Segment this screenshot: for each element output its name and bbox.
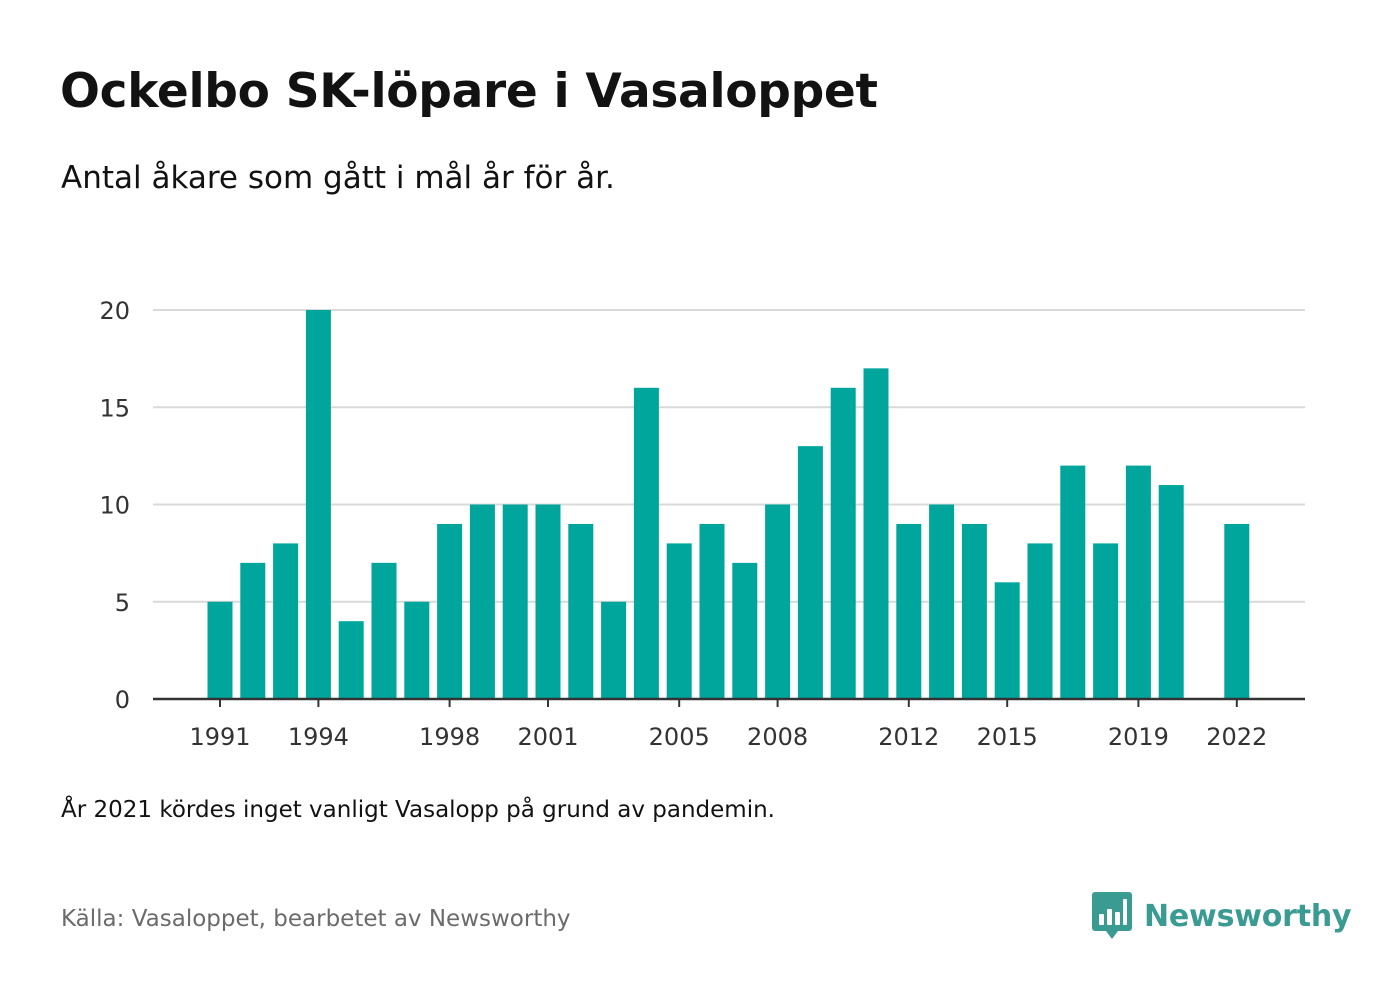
source-text: Källa: Vasaloppet, bearbetet av Newswort… [61,906,571,932]
bar-2018 [1093,543,1119,699]
footnote: År 2021 kördes inget vanligt Vasalopp på… [61,797,775,823]
bar-2012 [896,523,922,699]
bar-2022 [1224,523,1250,699]
bars [207,310,1250,699]
bar-2016 [1027,543,1053,699]
newsworthy-logo-text: Newsworthy [1144,898,1352,934]
bar-2017 [1060,465,1086,699]
bar-2006 [699,523,725,699]
bar-1998 [437,523,463,699]
x-tick-label: 1991 [189,723,250,751]
y-tick-label: 0 [115,686,130,714]
bar-1995 [338,621,364,699]
bar-1994 [305,310,331,699]
bar-2007 [732,562,758,699]
bar-2020 [1158,485,1184,699]
y-tick-label: 10 [99,492,130,520]
x-tick-label: 2015 [977,723,1038,751]
x-tick-label: 2022 [1206,723,1267,751]
x-tick-label: 1994 [288,723,349,751]
y-tick-label: 15 [99,394,130,422]
y-tick-label: 5 [115,589,130,617]
x-tick-label: 1998 [419,723,480,751]
bar-2000 [502,504,528,699]
bar-2019 [1125,465,1151,699]
bar-chart: 0 5 10 15 20 1991 1994 1998 2001 2005 2008 2012 201… [99,297,1305,751]
bar-2008 [765,504,791,699]
y-tick-label: 20 [99,297,130,325]
bar-2014 [961,523,987,699]
bar-2009 [797,446,823,699]
bar-2004 [633,387,659,699]
newsworthy-logo-icon [1092,892,1132,939]
x-axis [153,697,1305,707]
bar-2010 [830,387,856,699]
bar-1991 [207,601,233,699]
x-tick-label: 2008 [747,723,808,751]
x-tick-label: 2019 [1108,723,1169,751]
bar-2013 [929,504,955,699]
bar-2015 [994,582,1020,699]
bar-2011 [863,368,889,699]
newsworthy-logo: Newsworthy [1092,892,1352,940]
x-tick-label: 2001 [517,723,578,751]
bar-1997 [404,601,430,699]
chart-title: Ockelbo SK-löpare i Vasaloppet [60,64,878,119]
y-axis-tick-labels: 0 5 10 15 20 [99,297,130,714]
x-tick-label: 2005 [649,723,710,751]
bar-1996 [371,562,397,699]
bar-1992 [240,562,266,699]
bar-2002 [568,523,594,699]
bar-1993 [273,543,299,699]
bar-2005 [666,543,692,699]
x-axis-tick-labels: 1991 1994 1998 2001 2005 2008 2012 2015 2019 2022 [189,723,1267,751]
chart-subtitle: Antal åkare som gått i mål år för år. [61,160,615,196]
bar-2001 [535,504,561,699]
x-tick-label: 2012 [878,723,939,751]
bar-2003 [601,601,627,699]
bar-1999 [469,504,495,699]
